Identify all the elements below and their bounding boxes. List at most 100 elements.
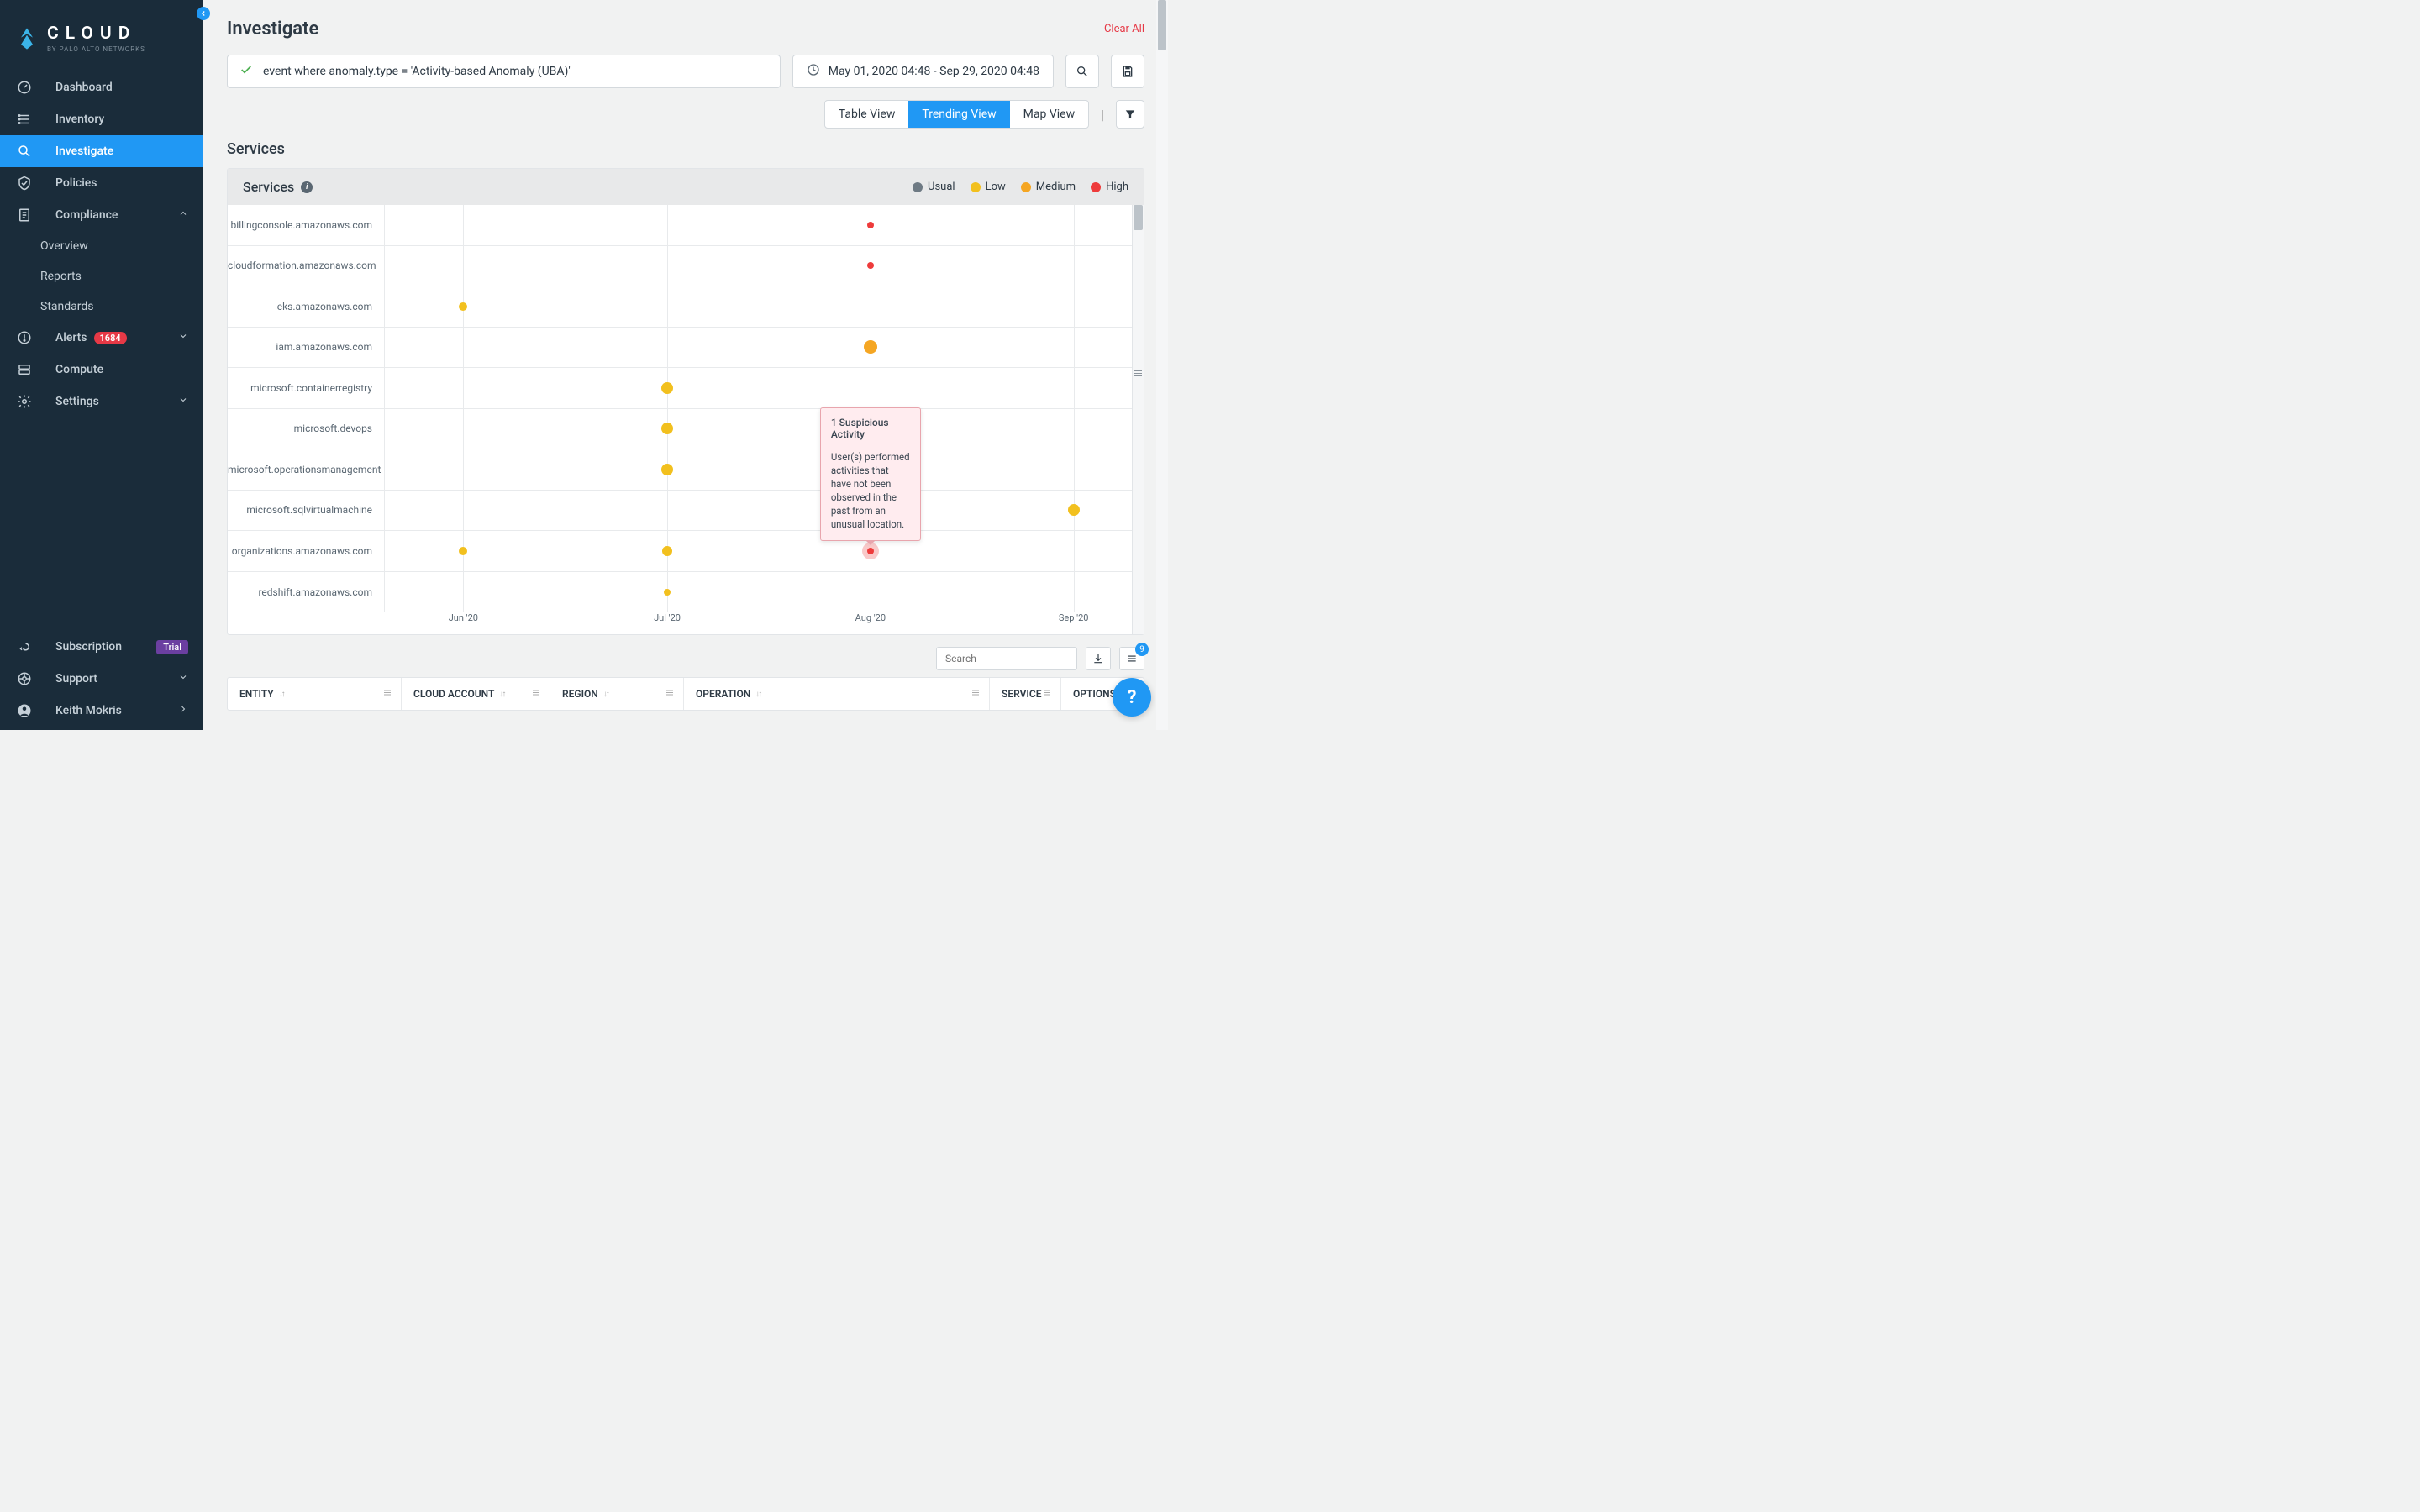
support-icon: [17, 671, 32, 686]
info-icon[interactable]: i: [301, 181, 313, 193]
sidebar-item-alerts[interactable]: Alerts 1684: [0, 322, 203, 354]
data-point[interactable]: [661, 464, 673, 475]
sidebar-item-settings[interactable]: Settings: [0, 386, 203, 417]
policies-icon: [17, 176, 32, 191]
chevron-down-icon: [178, 331, 188, 344]
x-axis-label: Aug '20: [855, 612, 886, 623]
clear-all-link[interactable]: Clear All: [1104, 23, 1144, 35]
data-point[interactable]: [867, 262, 874, 269]
sidebar-item-subscription[interactable]: Subscription Trial: [0, 631, 203, 663]
alerts-icon: [17, 330, 32, 345]
column-menu-icon[interactable]: [971, 688, 981, 701]
divider: |: [1101, 107, 1104, 123]
columns-icon: [1126, 653, 1138, 664]
table-search-input[interactable]: [945, 653, 1076, 664]
row-label: cloudformation.amazonaws.com: [228, 260, 384, 271]
data-point[interactable]: [867, 548, 874, 554]
filter-icon: [1124, 108, 1136, 120]
scroll-thumb[interactable]: [1158, 0, 1166, 50]
table-column-header[interactable]: OPERATION↓↑: [684, 678, 990, 710]
check-icon: [239, 63, 253, 80]
sidebar-sub-overview[interactable]: Overview: [0, 231, 203, 261]
page-scrollbar[interactable]: [1156, 0, 1168, 730]
x-axis-label: Jun '20: [449, 612, 478, 623]
data-point[interactable]: [662, 546, 672, 556]
tab-map-view[interactable]: Map View: [1010, 101, 1088, 128]
columns-button[interactable]: 9: [1119, 647, 1144, 670]
save-button[interactable]: [1111, 55, 1144, 88]
table-search[interactable]: [936, 647, 1077, 670]
search-icon: [1076, 65, 1089, 78]
chart-row: redshift.amazonaws.com: [228, 572, 1132, 613]
legend-label: Low: [986, 181, 1006, 193]
sidebar-item-user[interactable]: Keith Mokris: [0, 695, 203, 727]
column-label: REGION: [562, 688, 598, 700]
sidebar-item-investigate[interactable]: Investigate: [0, 135, 203, 167]
scroll-thumb[interactable]: [1134, 205, 1143, 230]
results-table: ENTITY↓↑CLOUD ACCOUNT↓↑REGION↓↑OPERATION…: [227, 677, 1144, 711]
chart-row: microsoft.devops: [228, 409, 1132, 450]
row-track: [384, 368, 1132, 408]
inventory-icon: [17, 112, 32, 127]
data-point[interactable]: [661, 423, 673, 434]
logo-text: CLOUD: [47, 24, 145, 44]
search-button[interactable]: [1065, 55, 1099, 88]
row-track: [384, 449, 1132, 490]
column-menu-icon[interactable]: [531, 688, 541, 701]
sidebar-item-compute[interactable]: Compute: [0, 354, 203, 386]
query-text: event where anomaly.type = 'Activity-bas…: [263, 65, 571, 78]
settings-icon: [17, 394, 32, 409]
sidebar-item-compliance[interactable]: Compliance: [0, 199, 203, 231]
date-range-picker[interactable]: May 01, 2020 04:48 - Sep 29, 2020 04:48: [792, 55, 1054, 88]
logo-icon: [15, 27, 39, 50]
data-point[interactable]: [1068, 504, 1080, 516]
sidebar-collapse-button[interactable]: [197, 7, 210, 20]
row-track: [384, 328, 1132, 368]
chart-row: microsoft.operationsmanagement: [228, 449, 1132, 491]
table-column-header[interactable]: SERVICE: [990, 678, 1061, 710]
tooltip-title: 1 Suspicious Activity: [831, 417, 910, 440]
data-point[interactable]: [459, 547, 467, 555]
download-button[interactable]: [1086, 647, 1111, 670]
column-menu-icon[interactable]: [1042, 688, 1052, 701]
tab-trending-view[interactable]: Trending View: [908, 101, 1009, 128]
sidebar-sub-standards[interactable]: Standards: [0, 291, 203, 322]
sidebar-item-label: Investigate: [55, 144, 113, 158]
sidebar-item-label: Inventory: [55, 113, 104, 126]
sidebar: CLOUD BY PALO ALTO NETWORKS Dashboard In…: [0, 0, 203, 730]
data-point[interactable]: [661, 382, 673, 394]
sidebar-item-label: Keith Mokris: [55, 704, 122, 717]
table-column-header[interactable]: REGION↓↑: [550, 678, 684, 710]
help-fab[interactable]: ?: [1113, 678, 1151, 717]
legend-item: Usual: [913, 181, 955, 193]
sidebar-item-label: Policies: [55, 176, 97, 190]
chart-scrollbar[interactable]: [1132, 205, 1144, 634]
sidebar-item-inventory[interactable]: Inventory: [0, 103, 203, 135]
data-point[interactable]: [664, 589, 671, 596]
sidebar-item-label: Compute: [55, 363, 103, 376]
filter-button[interactable]: [1116, 100, 1144, 129]
sidebar-sub-reports[interactable]: Reports: [0, 261, 203, 291]
data-point[interactable]: [867, 222, 874, 228]
column-menu-icon[interactable]: [382, 688, 392, 701]
query-input[interactable]: event where anomaly.type = 'Activity-bas…: [227, 55, 781, 88]
tab-table-view[interactable]: Table View: [825, 101, 909, 128]
row-label: microsoft.containerregistry: [228, 382, 384, 394]
row-label: microsoft.sqlvirtualmachine: [228, 504, 384, 516]
row-label: microsoft.devops: [228, 423, 384, 434]
sidebar-item-label: Settings: [55, 395, 99, 408]
data-point[interactable]: [459, 302, 467, 311]
table-column-header[interactable]: ENTITY↓↑: [228, 678, 402, 710]
table-column-header[interactable]: CLOUD ACCOUNT↓↑: [402, 678, 550, 710]
sidebar-item-dashboard[interactable]: Dashboard: [0, 71, 203, 103]
sidebar-item-label: Compliance: [55, 208, 118, 222]
sidebar-item-support[interactable]: Support: [0, 663, 203, 695]
row-track: [384, 572, 1132, 613]
data-point[interactable]: [864, 340, 877, 354]
chevron-right-icon: [178, 704, 188, 717]
row-label: microsoft.operationsmanagement: [228, 464, 384, 475]
alerts-badge: 1684: [94, 332, 127, 344]
sidebar-item-policies[interactable]: Policies: [0, 167, 203, 199]
trial-badge: Trial: [156, 640, 188, 654]
column-menu-icon[interactable]: [665, 688, 675, 701]
